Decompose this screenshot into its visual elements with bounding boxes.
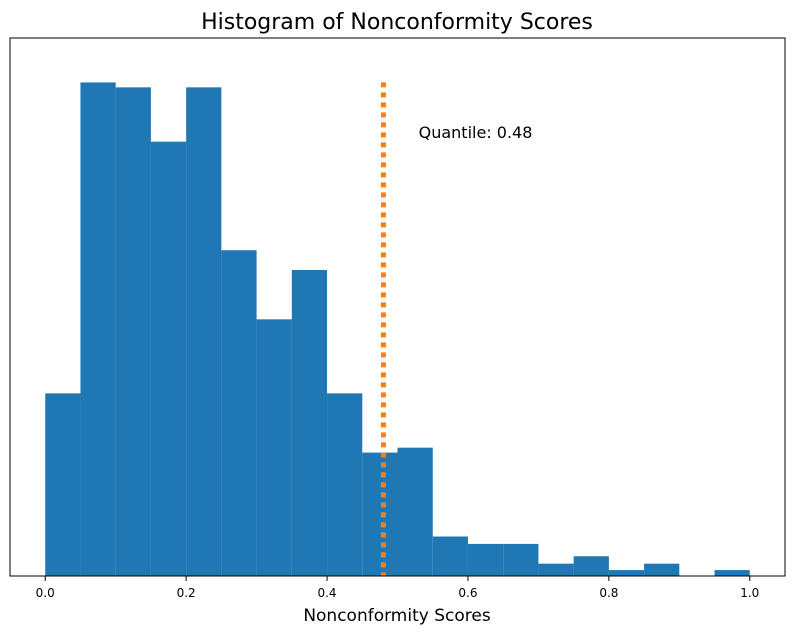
x-tick-label: 0.8 [599, 586, 618, 600]
bars-group [45, 82, 750, 577]
x-tick-label: 0.0 [36, 586, 55, 600]
histogram-bar [608, 570, 645, 576]
histogram-bar [714, 570, 750, 576]
histogram-bar [467, 543, 504, 576]
histogram-bar [503, 543, 539, 576]
x-tick-label: 0.6 [458, 586, 477, 600]
x-axis-label: Nonconformity Scores [303, 606, 491, 626]
histogram-bar [327, 393, 363, 576]
x-tick-label: 0.4 [317, 586, 336, 600]
chart-title: Histogram of Nonconformity Scores [201, 10, 593, 35]
histogram-bar [432, 536, 468, 576]
histogram-bar [291, 269, 328, 576]
histogram-bar [397, 447, 433, 576]
x-tick-label: 1.0 [740, 586, 759, 600]
histogram-bar [644, 563, 680, 576]
histogram-bar [186, 87, 222, 577]
histogram-bar [115, 87, 151, 577]
histogram-bar [538, 563, 574, 576]
histogram-bar [150, 141, 187, 577]
histogram-bar [80, 82, 116, 576]
histogram-bar [45, 393, 81, 576]
histogram-bar [256, 319, 292, 576]
histogram-bar [573, 556, 609, 576]
histogram-bar [221, 250, 257, 576]
quantile-label: Quantile: 0.48 [419, 123, 533, 142]
x-tick-label: 0.2 [177, 586, 196, 600]
histogram-bar [362, 452, 398, 576]
x-axis: 0.0 0.2 0.4 0.6 0.8 1.0 [36, 576, 759, 600]
plot-frame [9, 37, 786, 577]
